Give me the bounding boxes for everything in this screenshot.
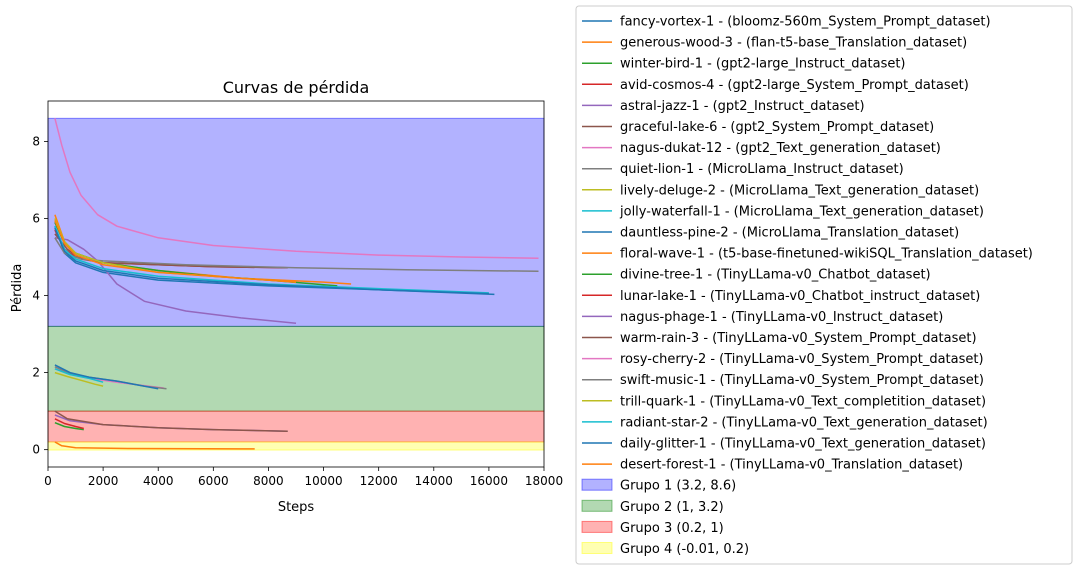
legend-entry-label: lively-deluge-2 - (MicroLlama_Text_gener…: [620, 183, 979, 198]
legend-entry-label: divine-tree-1 - (TinyLLama-v0_Chatbot_da…: [620, 268, 931, 283]
x-tick-label: 14000: [415, 474, 453, 488]
legend-entry-label: avid-cosmos-4 - (gpt2-large_System_Promp…: [620, 78, 969, 93]
x-tick-label: 10000: [304, 474, 342, 488]
band-grupo-2: [47, 325, 545, 412]
legend-entry-label: graceful-lake-6 - (gpt2_System_Prompt_da…: [620, 120, 934, 135]
legend-entry-label: lunar-lake-1 - (TinyLLama-v0_Chatbot_ins…: [620, 289, 980, 304]
legend-entry-label: quiet-lion-1 - (MicroLlama_Instruct_data…: [620, 162, 904, 177]
series-lines: [54, 118, 539, 450]
y-axis: 0 2 4 6 8: [32, 134, 48, 457]
band-grupo-1: [47, 117, 545, 327]
legend-entry-label: Grupo 3 (0.2, 1): [620, 521, 724, 536]
legend-entry-label: warm-rain-3 - (TinyLLama-v0_System_Promp…: [620, 331, 977, 346]
series-line-dauntless-pine-2: [54, 227, 489, 295]
y-tick-label: 2: [32, 366, 40, 380]
legend-entry-label: dauntless-pine-2 - (MicroLlama_Translati…: [620, 226, 959, 241]
series-line-floral-wave-1: [54, 220, 297, 283]
x-tick-label: 6000: [198, 474, 229, 488]
legend-swatch-band: [581, 478, 613, 491]
y-tick-label: 8: [32, 134, 40, 148]
legend: fancy-vortex-1 - (bloomz-560m_System_Pro…: [575, 5, 1073, 565]
series-line-radiant-star-2: [54, 368, 104, 383]
legend-frame: [575, 5, 1073, 565]
legend-entry-label: floral-wave-1 - (t5-base-finetuned-wikiS…: [620, 247, 1033, 262]
legend-entry-label: nagus-phage-1 - (TinyLLama-v0_Instruct_d…: [620, 310, 943, 325]
legend-entry-label: Grupo 4 (-0.01, 0.2): [620, 542, 749, 557]
x-axis-label: Steps: [278, 500, 315, 515]
x-tick-label: 4000: [143, 474, 174, 488]
legend-entry-label: desert-forest-1 - (TinyLLama-v0_Translat…: [620, 458, 963, 473]
legend-entry-label: winter-bird-1 - (gpt2-large_Instruct_dat…: [620, 57, 906, 72]
series-line-warm-rain-3: [54, 410, 288, 432]
legend-entry-label: trill-quark-1 - (TinyLLama-v0_Text_compl…: [620, 394, 986, 409]
series-line-lunar-lake-1: [54, 418, 84, 430]
x-tick-label: 16000: [470, 474, 508, 488]
chart-title: Curvas de pérdida: [223, 78, 370, 97]
legend-entry-label: nagus-dukat-12 - (gpt2_Text_generation_d…: [620, 141, 941, 156]
series-line-nagus-dukat-12: [54, 118, 539, 259]
x-tick-label: 8000: [253, 474, 284, 488]
band-grupo-3: [47, 410, 545, 443]
legend-entry-label: generous-wood-3 - (flan-t5-base_Translat…: [620, 36, 967, 51]
x-tick-label: 2000: [88, 474, 119, 488]
legend-swatch-band: [581, 542, 613, 554]
legend-entry-label: Grupo 1 (3.2, 8.6): [620, 479, 736, 494]
legend-entry-label: rosy-cherry-2 - (TinyLLama-v0_System_Pro…: [620, 352, 984, 367]
legend-entry-label: fancy-vortex-1 - (bloomz-560m_System_Pro…: [620, 15, 991, 30]
legend-entry-label: daily-glitter-1 - (TinyLLama-v0_Text_gen…: [620, 437, 986, 452]
legend-entry-label: astral-jazz-1 - (gpt2_Instruct_dataset): [620, 99, 865, 114]
series-line-trill-quark-1: [54, 371, 104, 387]
y-tick-label: 4: [32, 289, 40, 303]
legend-entry-label: radiant-star-2 - (TinyLLama-v0_Text_gene…: [620, 415, 988, 430]
x-tick-label: 0: [44, 474, 52, 488]
legend-entry-label: jolly-waterfall-1 - (MicroLlama_Text_gen…: [619, 204, 984, 219]
y-tick-label: 0: [32, 443, 40, 457]
x-tick-label: 18000: [525, 474, 563, 488]
x-tick-label: 12000: [360, 474, 398, 488]
y-tick-label: 6: [32, 212, 40, 226]
series-line-jolly-waterfall-1: [54, 225, 489, 294]
series-line-desert-forest-1: [54, 441, 255, 450]
legend-swatch-band: [581, 520, 613, 533]
series-line-daily-glitter-1: [54, 364, 159, 390]
plot-frame: [47, 100, 545, 468]
group-bands: [47, 117, 545, 451]
legend-swatch-band: [581, 499, 613, 512]
x-axis: 0 2000 4000 6000 8000 10000 12000 14000 16000 180…: [44, 467, 563, 488]
legend-entry-label: swift-music-1 - (TinyLLama-v0_System_Pro…: [620, 373, 984, 388]
y-axis-label: Pérdida: [10, 264, 25, 313]
series-line-astral-jazz-1: [54, 237, 297, 325]
series-line-divine-tree-1: [54, 422, 84, 431]
legend-entry-label: Grupo 2 (1, 3.2): [620, 500, 724, 515]
